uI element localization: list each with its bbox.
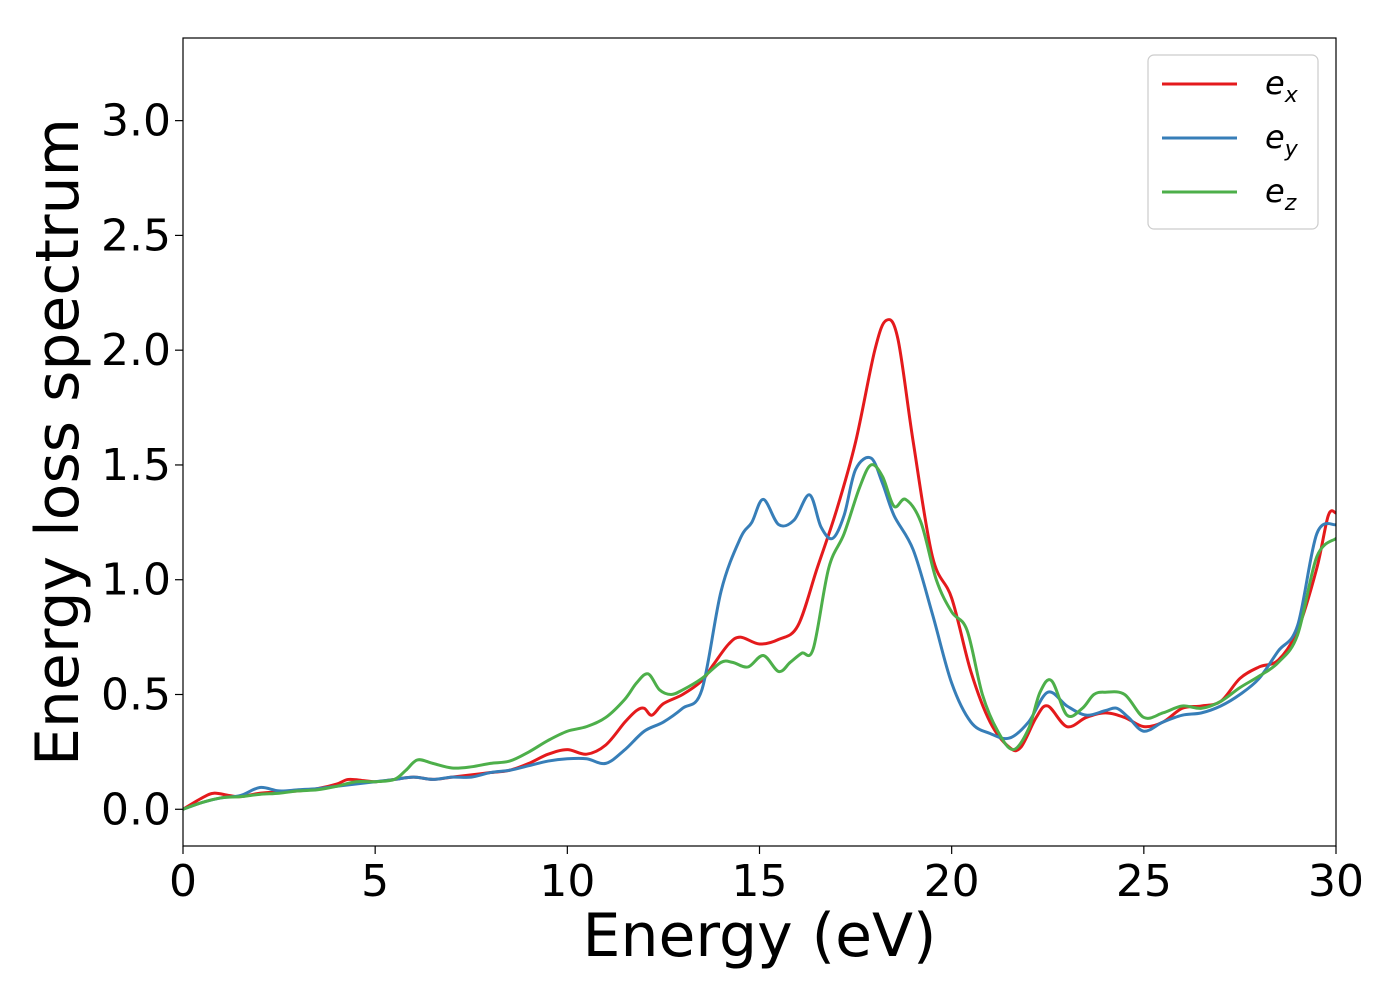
y-tick-label: 3.0 [101,96,171,147]
x-tick-label: 0 [169,856,197,907]
plot-background [183,38,1336,846]
y-tick-label: 1.5 [101,440,171,491]
x-tick-label: 20 [924,856,980,907]
legend-label: ex [1265,64,1299,108]
x-axis: 0 5 10 15 20 25 30 [169,846,1364,907]
x-tick-label: 5 [361,856,389,907]
y-axis: 0.0 0.5 1.0 1.5 2.0 2.5 3.0 [101,96,183,835]
legend-box [1147,54,1319,230]
legend-label: ey [1265,118,1299,162]
x-axis-title: Energy (eV) [583,901,937,971]
y-tick-label: 1.0 [101,555,171,606]
series-line-e-z [183,463,1336,811]
legend: ex ey ez [1147,54,1319,230]
series-layer [183,318,1336,811]
x-tick-label: 10 [539,856,595,907]
y-tick-label: 2.5 [101,210,171,261]
y-axis-title: Energy loss spectrum [23,118,93,766]
y-tick-label: 0.5 [101,670,171,721]
legend-label: ez [1265,172,1297,216]
x-tick-label: 30 [1308,856,1364,907]
y-tick-label: 0.0 [101,784,171,835]
x-tick-label: 25 [1116,856,1172,907]
x-tick-label: 15 [732,856,788,907]
y-tick-label: 2.0 [101,325,171,376]
